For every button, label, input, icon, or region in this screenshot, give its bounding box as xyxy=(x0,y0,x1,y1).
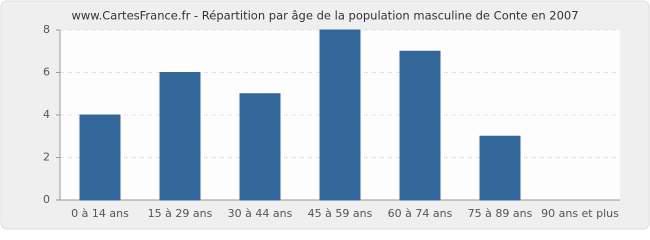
chart-title: www.CartesFrance.fr - Répartition par âg… xyxy=(71,9,578,23)
y-tick-label: 8 xyxy=(43,23,50,36)
chart: www.CartesFrance.fr - Répartition par âg… xyxy=(0,0,650,230)
x-tick-label: 90 ans et plus xyxy=(541,207,619,220)
y-tick-label: 6 xyxy=(43,66,50,79)
bar xyxy=(159,72,201,201)
x-tick-label: 45 à 59 ans xyxy=(308,207,373,220)
x-tick-label: 0 à 14 ans xyxy=(71,207,129,220)
bar xyxy=(239,93,281,201)
x-tick-label: 75 à 89 ans xyxy=(468,207,533,220)
bar xyxy=(319,29,361,201)
x-tick-label: 15 à 29 ans xyxy=(148,207,213,220)
y-tick-label: 0 xyxy=(43,193,50,206)
x-tick-label: 30 à 44 ans xyxy=(228,207,293,220)
y-tick-label: 4 xyxy=(43,108,50,121)
bar xyxy=(79,114,121,201)
y-tick-label: 2 xyxy=(43,151,50,164)
bar xyxy=(479,135,521,201)
bar xyxy=(399,50,441,201)
x-tick-label: 60 à 74 ans xyxy=(388,207,453,220)
